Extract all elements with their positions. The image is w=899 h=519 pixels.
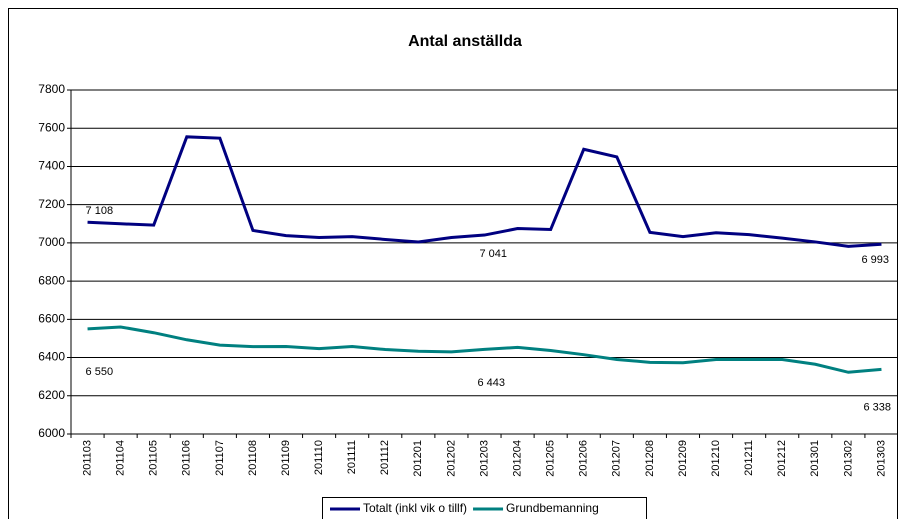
line-series	[87, 325, 882, 374]
data-label: 6 338	[863, 401, 891, 413]
legend-label: Totalt (inkl vik o tillf)	[363, 501, 467, 515]
x-tick-label: 201204	[511, 440, 523, 477]
x-tick-label: 201107	[214, 440, 226, 476]
x-tick-label: 201203	[478, 440, 490, 477]
x-tick-label: 201207	[611, 440, 623, 477]
x-tick-label: 201104	[115, 440, 127, 476]
data-label: 7 108	[86, 205, 114, 217]
y-tick-label: 7400	[38, 159, 65, 173]
data-label: 6 993	[861, 254, 889, 266]
x-tick-label: 201108	[247, 440, 259, 476]
x-tick-label: 201302	[842, 440, 854, 477]
data-label: 6 443	[478, 377, 506, 389]
x-tick-label: 201212	[776, 440, 788, 477]
x-tick-label: 201110	[313, 440, 325, 475]
y-tick-label: 6800	[38, 273, 65, 287]
y-tick-label: 6600	[38, 312, 65, 326]
legend-label: Grundbemanning	[506, 501, 599, 515]
y-tick-label: 6000	[38, 426, 65, 440]
x-tick-label: 201211	[743, 440, 755, 476]
x-tick-label: 201202	[445, 440, 457, 477]
x-tick-label: 201210	[710, 440, 722, 477]
y-tick-label: 7200	[38, 197, 65, 211]
x-tick-label: 201301	[809, 440, 821, 477]
x-tick-label: 201209	[677, 440, 689, 477]
x-tick-label: 201111	[346, 440, 358, 474]
x-tick-label: 201106	[181, 440, 193, 476]
x-tick-label: 201109	[280, 440, 292, 476]
x-tick-label: 201205	[545, 440, 557, 477]
y-tick-label: 7600	[38, 120, 65, 134]
x-tick-label: 201201	[412, 440, 424, 477]
x-tick-label: 201105	[148, 440, 160, 476]
y-tick-label: 6200	[38, 388, 65, 402]
x-tick-label: 201303	[875, 440, 887, 477]
x-tick-label: 201103	[81, 440, 93, 476]
data-label: 6 550	[86, 366, 114, 378]
x-tick-label: 201208	[644, 440, 656, 477]
x-tick-label: 201112	[379, 440, 391, 475]
y-tick-label: 6400	[38, 350, 65, 364]
chart-title: Antal anställda	[408, 33, 522, 50]
data-label: 7 041	[480, 248, 508, 260]
line-series	[87, 135, 882, 248]
y-tick-label: 7000	[38, 235, 65, 249]
x-tick-label: 201206	[578, 440, 590, 477]
y-tick-label: 7800	[38, 82, 65, 96]
